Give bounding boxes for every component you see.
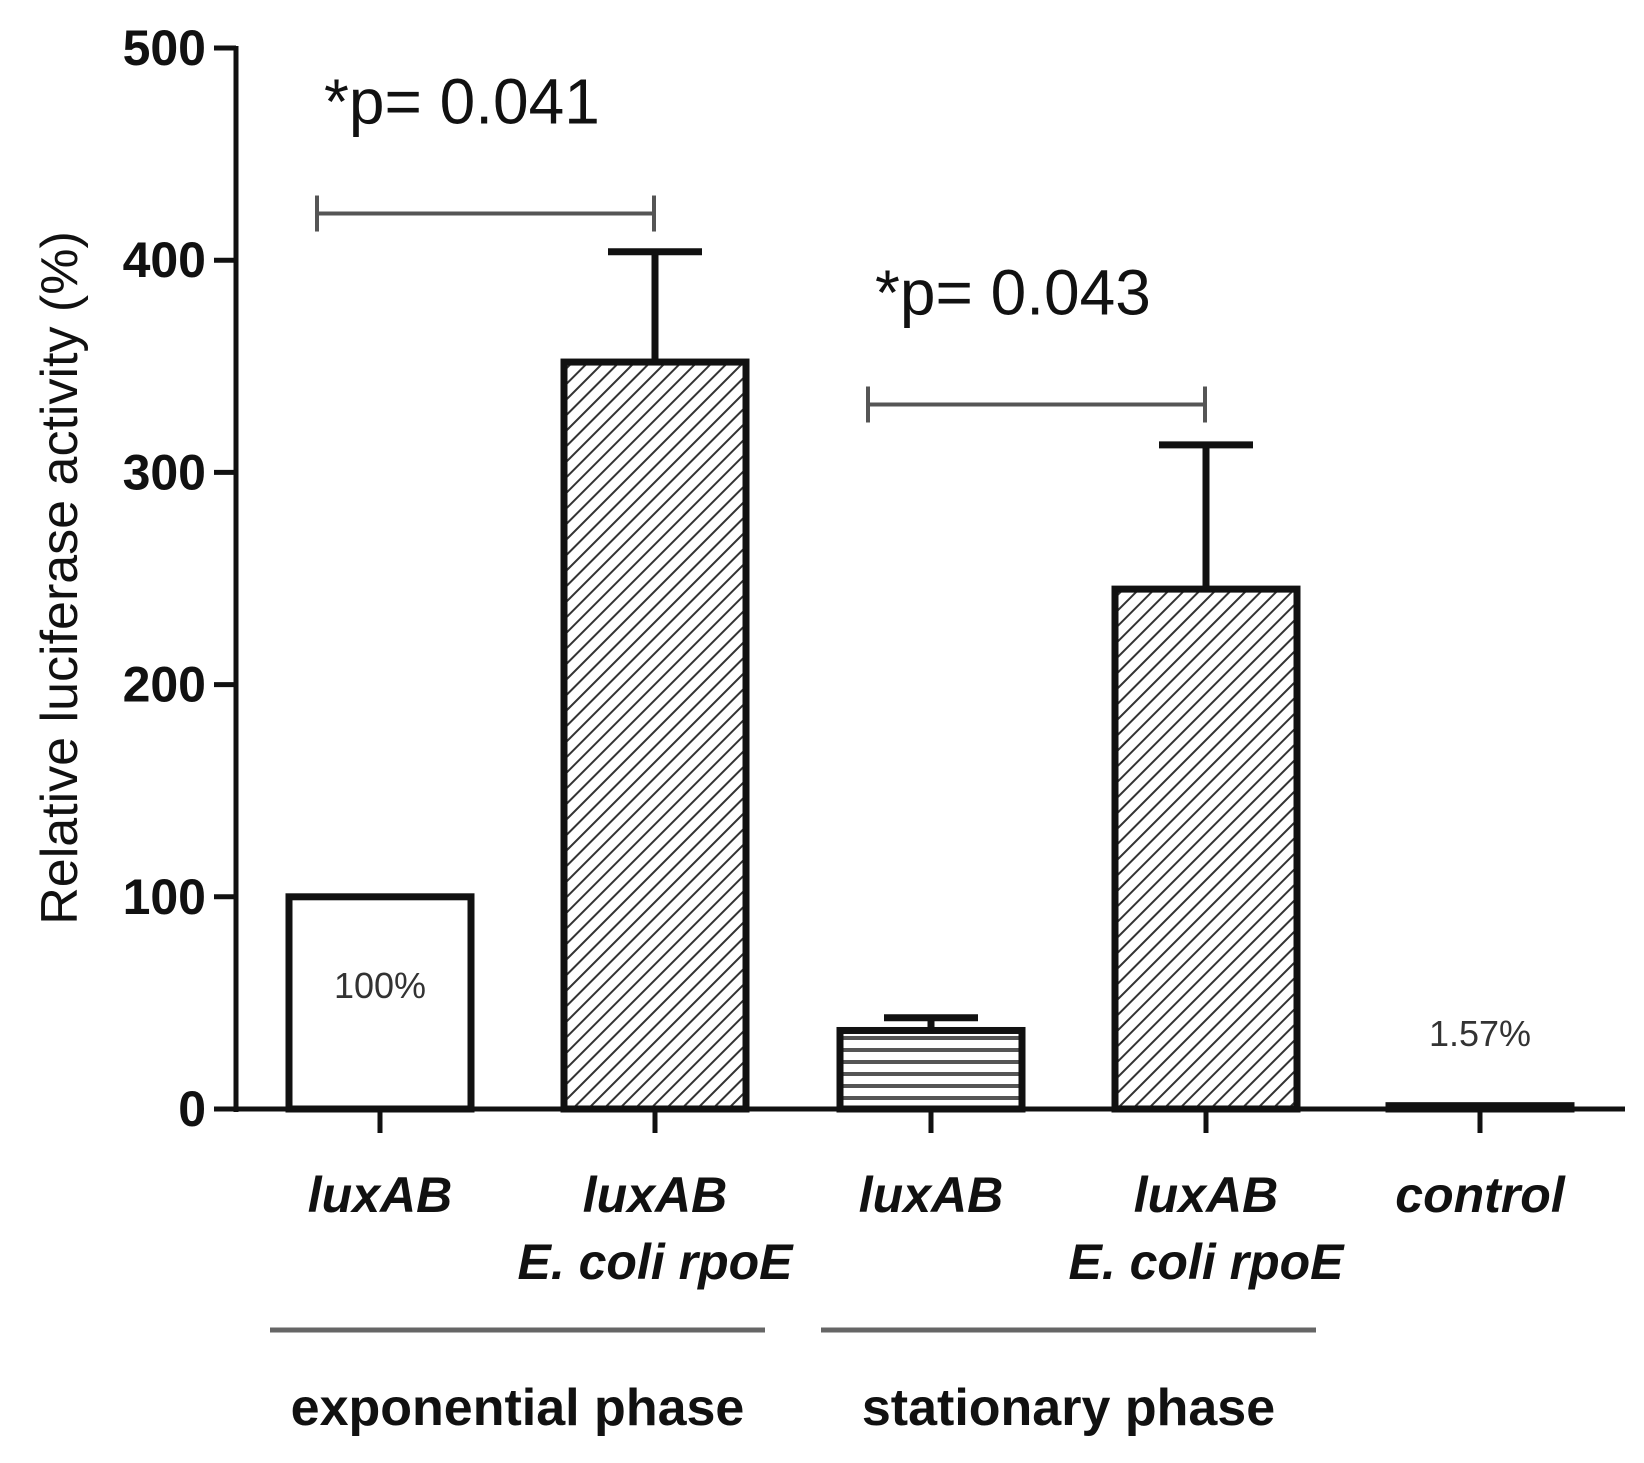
bar-0: [285, 893, 475, 1113]
bar-4: [1385, 1102, 1575, 1113]
bars: [285, 358, 1575, 1113]
category-label: luxAB: [859, 1167, 1003, 1223]
category-label: control: [1395, 1167, 1566, 1223]
significance-label: *p= 0.041: [324, 66, 600, 138]
y-tick-label: 200: [123, 657, 206, 713]
group-label: exponential phase: [291, 1379, 745, 1437]
category-label: E. coli rpoE: [1068, 1234, 1345, 1290]
y-tick-label: 400: [123, 232, 206, 288]
bar-2: [836, 1026, 1026, 1113]
axes: [214, 45, 1625, 1333]
labels: 0 100 200 300 400 500 Relative luciferase acti…: [31, 20, 1566, 1437]
y-axis-title: Relative luciferase activity (%): [31, 231, 89, 925]
y-tick-label: 100: [123, 869, 206, 925]
group-label: stationary phase: [862, 1379, 1275, 1437]
y-tick-label: 0: [178, 1081, 206, 1137]
category-label: luxAB: [583, 1167, 727, 1223]
error-bars: [315, 195, 1253, 1031]
bar-1: [560, 358, 750, 1113]
data-label: 100%: [334, 965, 426, 1006]
category-label: E. coli rpoE: [517, 1234, 794, 1290]
bar-3: [1111, 585, 1301, 1113]
y-tick-label: 500: [123, 20, 206, 76]
category-label: luxAB: [308, 1167, 452, 1223]
data-label: 1.57%: [1429, 1013, 1531, 1054]
category-label: luxAB: [1134, 1167, 1278, 1223]
y-tick-label: 300: [123, 444, 206, 500]
significance-label: *p= 0.043: [875, 256, 1151, 328]
